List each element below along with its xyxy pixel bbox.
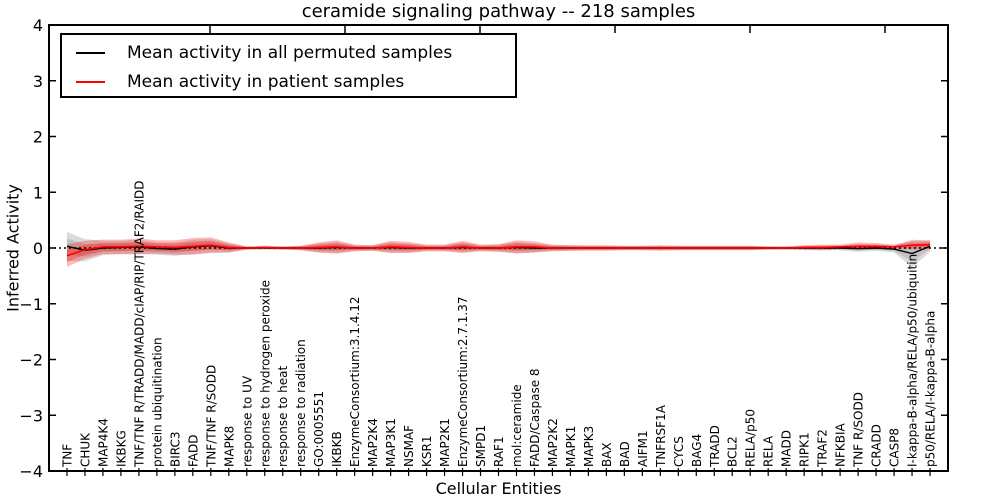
x-tick-label: MAPK1 xyxy=(564,426,578,467)
x-tick-label: FADD xyxy=(186,435,200,468)
x-tick-label: MAP3K1 xyxy=(384,418,398,467)
patient-mean-line xyxy=(66,243,931,257)
x-tick-label: CHUK xyxy=(78,432,92,467)
x-tick-label: FADD/Caspase 8 xyxy=(528,368,542,467)
x-tick-label: MAP2K4 xyxy=(366,418,380,467)
x-tick-label: CRADD xyxy=(870,424,884,467)
x-tick-label: RIPK1 xyxy=(798,432,812,467)
legend-line-red xyxy=(76,80,105,83)
y-tick-label: −3 xyxy=(19,406,43,425)
x-tick-label: I-kappa-B-alpha/RELA/p50/ubiquitin xyxy=(906,254,920,467)
x-tick-label: p50/RELA/I-kappa-B-alpha xyxy=(924,311,938,467)
x-tick-label: TNF/TNF R/TRADD/MADD/cIAP/RIP/TRAF2/RAID… xyxy=(132,181,146,469)
legend-entry-permuted: Mean activity in all permuted samples xyxy=(76,38,515,67)
x-tick-label: NFKBIA xyxy=(834,422,848,467)
y-tick-label: −4 xyxy=(19,462,43,481)
permuted-band xyxy=(66,231,931,268)
x-tick-label: mol:ceramide xyxy=(510,384,524,467)
x-tick-label: RELA xyxy=(762,435,776,467)
x-tick-label: RELA/p50 xyxy=(744,409,758,467)
legend: Mean activity in all permuted samples Me… xyxy=(60,33,517,98)
plot-border xyxy=(48,24,949,472)
y-tick-label: 2 xyxy=(33,128,43,147)
chart-title: ceramide signaling pathway -- 218 sample… xyxy=(301,1,696,22)
x-tick-label: BIRC3 xyxy=(168,431,182,467)
x-tick-label: TNFRSF1A xyxy=(654,404,668,468)
x-tick-label: MAPK8 xyxy=(222,426,236,467)
x-tick-label: EnzymeConsortium:3.1.4.12 xyxy=(348,296,362,467)
x-tick-label: CYCS xyxy=(672,436,686,467)
legend-label: Mean activity in all permuted samples xyxy=(127,42,453,63)
y-axis-label: Inferred Activity xyxy=(3,184,23,312)
x-tick-label: response to hydrogen peroxide xyxy=(258,280,272,467)
patient-band xyxy=(66,240,931,262)
patient-band xyxy=(66,237,931,267)
x-tick-label: IKBKG xyxy=(114,430,128,467)
x-tick-label: MAPK3 xyxy=(582,426,596,467)
legend-entry-patient: Mean activity in patient samples xyxy=(76,67,515,96)
x-tick-label: AIFM1 xyxy=(636,430,650,467)
x-tick-label: TNF/TNF R/SODD xyxy=(204,365,218,468)
x-tick-label: IKBKB xyxy=(330,431,344,467)
x-tick-label: response to heat xyxy=(276,365,290,467)
x-tick-label: EnzymeConsortium:2.7.1.37 xyxy=(456,296,470,467)
x-tick-label: BAX xyxy=(600,442,614,467)
x-tick-label: BAG4 xyxy=(690,434,704,467)
x-tick-label: BAD xyxy=(618,441,632,467)
x-tick-label: RAF1 xyxy=(492,436,506,467)
x-tick-label: MAP2K2 xyxy=(546,418,560,467)
x-tick-label: TNF xyxy=(60,444,74,468)
x-tick-label: BCL2 xyxy=(726,436,740,467)
x-tick-label: TRADD xyxy=(708,425,722,468)
x-tick-label: MAP4K4 xyxy=(96,418,110,467)
x-tick-label: MADD xyxy=(780,430,794,467)
y-tick-label: −2 xyxy=(19,351,43,370)
x-tick-label: TNF R/SODD xyxy=(852,392,866,468)
x-tick-label: MAP2K1 xyxy=(438,418,452,467)
x-tick-label: SMPD1 xyxy=(474,425,488,467)
x-tick-label: KSR1 xyxy=(420,436,434,467)
x-axis-label: Cellular Entities xyxy=(435,479,562,498)
x-tick-label: NSMAF xyxy=(402,425,416,467)
x-tick-label: TRAF2 xyxy=(816,429,830,468)
y-tick-label: 3 xyxy=(33,72,43,91)
x-tick-label: GO:0005551 xyxy=(312,391,326,467)
y-tick-label: −1 xyxy=(19,295,43,314)
x-tick-label: response to UV xyxy=(240,375,254,467)
legend-line-black xyxy=(76,51,105,54)
y-tick-label: 1 xyxy=(33,183,43,202)
y-tick-label: 0 xyxy=(33,239,43,258)
permuted-band xyxy=(66,238,931,262)
legend-label: Mean activity in patient samples xyxy=(127,71,405,92)
y-tick-label: 4 xyxy=(33,16,43,35)
x-tick-label: CASP8 xyxy=(888,428,902,467)
x-tick-label: protein ubiquitination xyxy=(150,337,164,467)
x-tick-label: response to radiation xyxy=(294,339,308,467)
